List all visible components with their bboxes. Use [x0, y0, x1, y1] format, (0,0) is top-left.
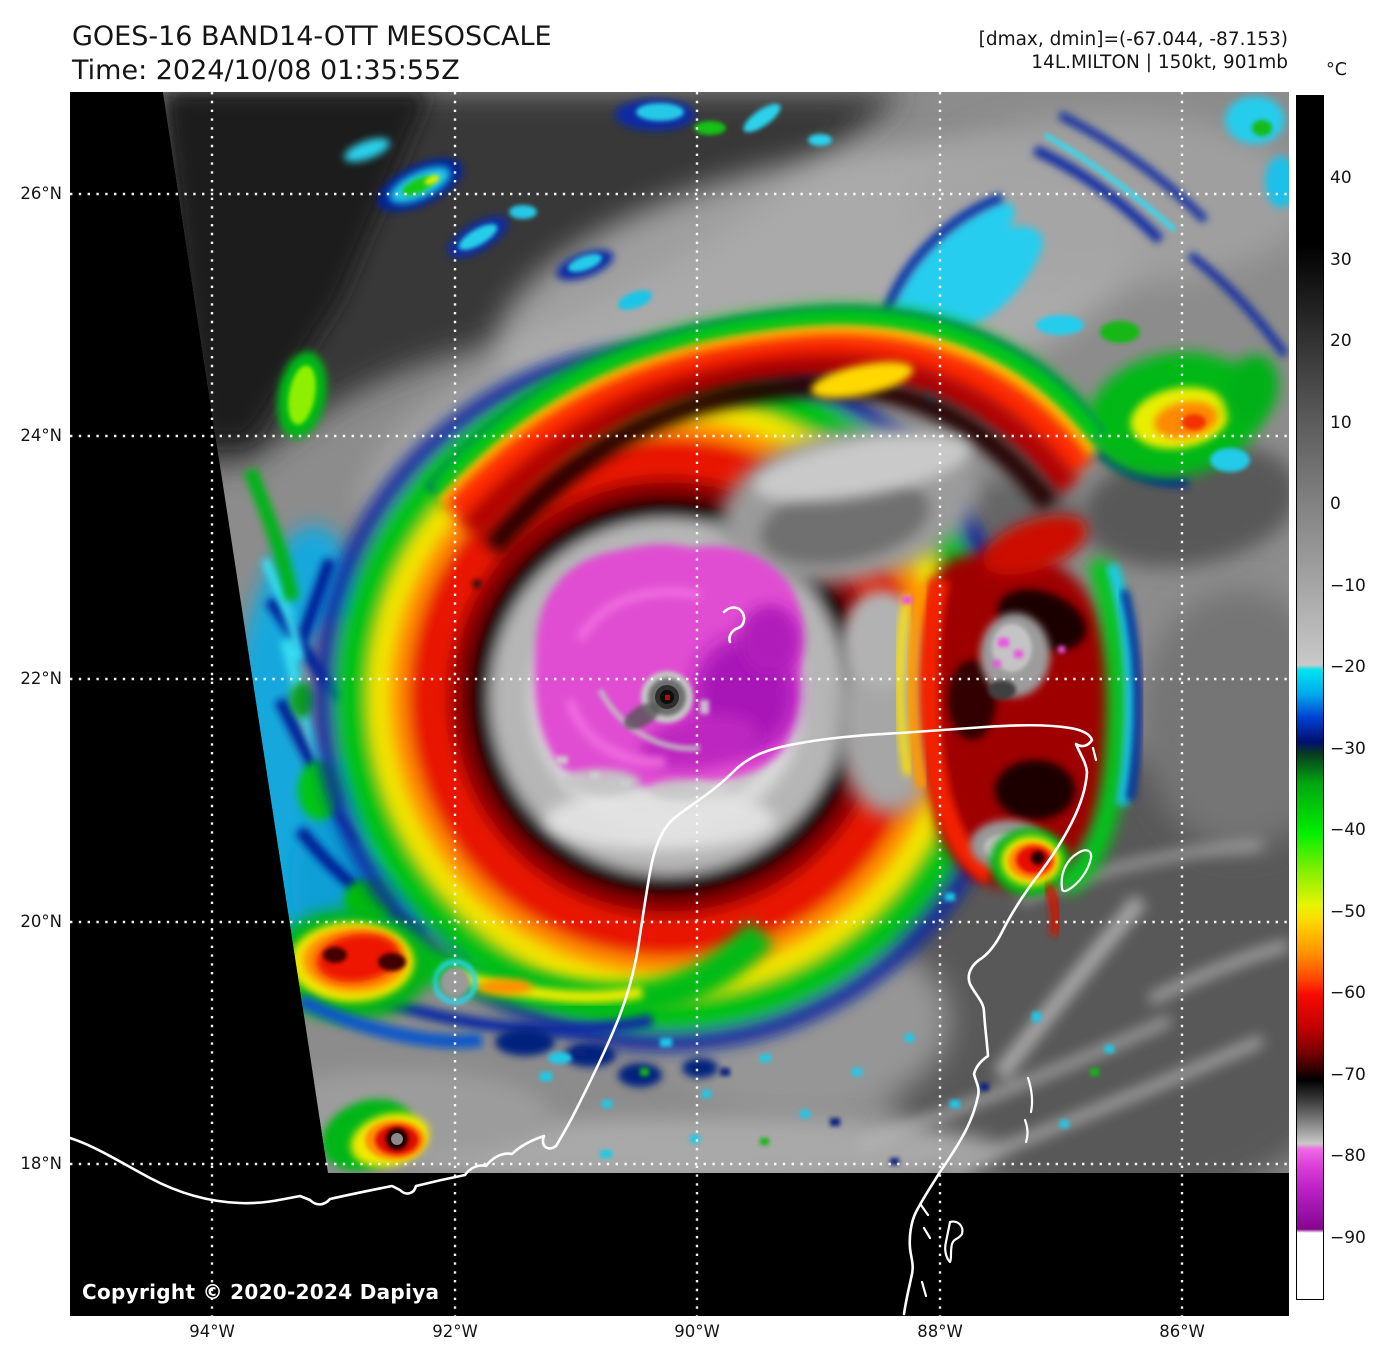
graticule-gridlines — [70, 92, 1289, 1316]
colorbar-tick: −10 — [1330, 576, 1366, 596]
colorbar-tick: −20 — [1330, 657, 1366, 677]
data-range-label: [dmax, dmin]=(-67.044, -87.153) — [978, 29, 1288, 50]
south-features — [268, 828, 1070, 1171]
colorbar-tick: 10 — [1330, 413, 1352, 433]
page-title: GOES-16 BAND14-OTT MESOSCALE — [72, 21, 552, 52]
lat-axis-label: 22°N — [20, 669, 62, 689]
colorbar-tick: −40 — [1330, 820, 1366, 840]
lat-axis-label: 18°N — [20, 1154, 62, 1174]
colorbar-tick: 20 — [1330, 331, 1352, 351]
storm-info-label: 14L.MILTON | 150kt, 901mb — [1031, 52, 1288, 73]
lon-axis-label: 86°W — [1159, 1322, 1205, 1341]
colorbar-tick: 30 — [1330, 250, 1352, 270]
info-block: [dmax, dmin]=(-67.044, -87.153) 14L.MILT… — [979, 28, 1288, 74]
ne-eyewall-band — [423, 304, 1111, 556]
lon-axis-label: 94°W — [189, 1322, 235, 1341]
copyright-label: Copyright © 2020-2024 Dapiya — [82, 1280, 440, 1304]
lon-axis-label: 88°W — [917, 1322, 963, 1341]
colorbar-tick: −60 — [1330, 983, 1366, 1003]
celsius-unit-label: °C — [1326, 60, 1347, 80]
nw-convective-cells — [344, 99, 832, 310]
lon-axis-label: 90°W — [674, 1322, 720, 1341]
lon-axis-label: 92°W — [432, 1322, 478, 1341]
lat-axis-label: 26°N — [20, 184, 62, 204]
title-block: GOES-16 BAND14-OTT MESOSCALE Time: 2024/… — [72, 20, 552, 88]
satellite-map — [70, 92, 1289, 1316]
lat-axis-label: 24°N — [20, 426, 62, 446]
north-cyan-features — [879, 96, 1289, 408]
colorbar-tick: −80 — [1330, 1146, 1366, 1166]
colorbar-tick: 40 — [1330, 168, 1352, 188]
ne-outer-cell — [1087, 352, 1279, 488]
colorbar-tick: 0 — [1330, 494, 1341, 514]
coastline — [70, 606, 1098, 1316]
cold-specks — [540, 893, 1114, 1165]
colorbar-tick: −90 — [1330, 1228, 1366, 1248]
satellite-imagery — [163, 92, 1289, 1173]
colorbar-tick: −50 — [1330, 902, 1366, 922]
timestamp: Time: 2024/10/08 01:35:55Z — [72, 55, 460, 86]
colorbar-tick: −70 — [1330, 1065, 1366, 1085]
central-dense-overcast — [534, 544, 804, 801]
colorbar-tick: −30 — [1330, 739, 1366, 759]
colorbar — [1296, 95, 1324, 1300]
lat-axis-label: 20°N — [20, 912, 62, 932]
